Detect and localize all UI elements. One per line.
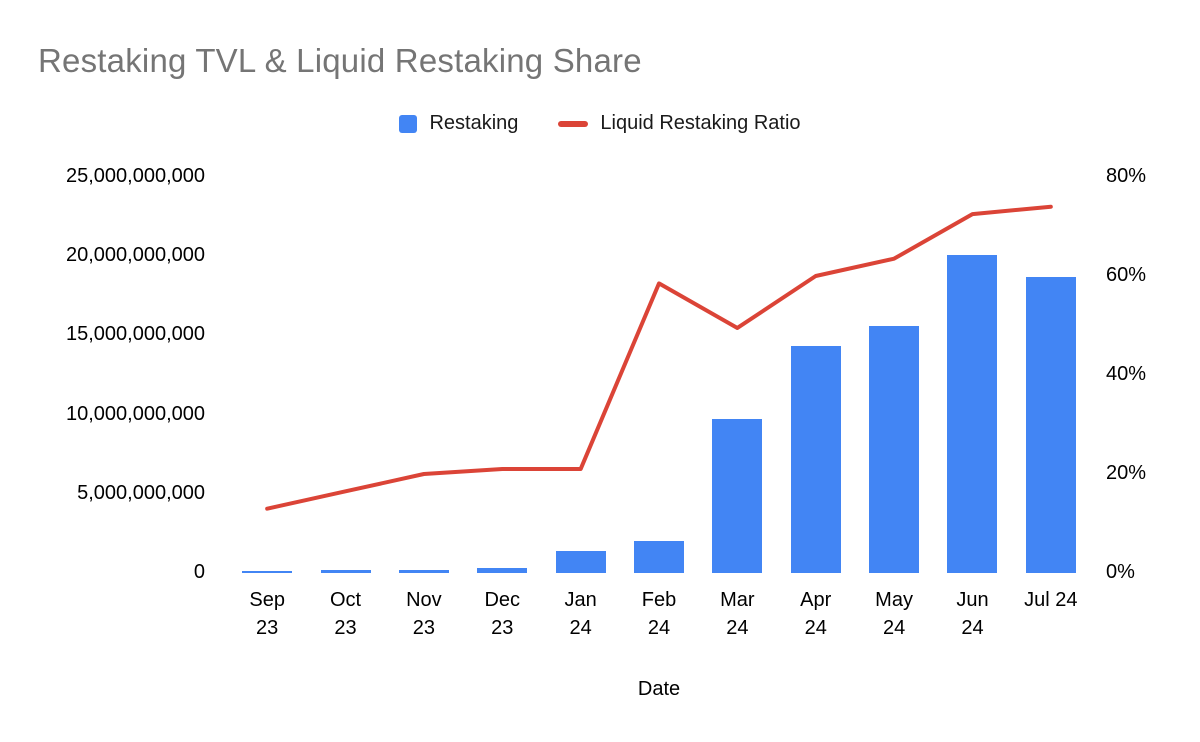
bar-sep-23 [242,570,293,573]
x-axis-title: Date [637,678,681,700]
x-axis-category-label: May 24 [848,586,940,642]
x-axis-category-label: Jun 24 [926,586,1018,642]
x-axis-label-line: Apr [800,589,832,611]
x-axis-category-label: Oct 23 [300,586,392,642]
x-axis-label-line: Feb [641,589,677,611]
x-axis-label-line: Nov [406,589,442,611]
bar-jul-24 [1025,276,1076,573]
chart-legend: Restaking Liquid Restaking Ratio [0,112,1200,135]
bar-swatch-icon [399,114,418,133]
x-axis-category-label: Nov 23 [378,586,470,642]
x-axis-label-line: 24 [961,617,984,639]
bar-mar-24 [712,419,763,573]
bar-nov-23 [398,570,449,573]
bar-apr-24 [790,346,841,573]
x-axis-label-line: 24 [804,617,827,639]
x-axis-label-line: Dec [484,589,521,611]
x-axis-label-line: 23 [256,617,279,639]
x-axis-label-line: Oct [329,589,362,611]
x-axis-label-line: 24 [882,617,906,639]
bar-may-24 [869,325,920,573]
x-axis-label-line: May [875,589,913,611]
x-axis-label-line: Sep [249,589,285,611]
x-axis-category-label: Feb 24 [613,586,705,642]
x-axis-category-label: Jul 24 [1005,586,1097,614]
left-axis-tick-label: 5,000,000,000 [77,481,205,504]
right-axis-tick-label: 80% [1106,165,1147,187]
chart-title: Restaking TVL & Liquid Restaking Share [38,42,642,79]
legend-label-restaking: Restaking [429,112,519,134]
line-swatch-icon [558,120,589,127]
x-axis-label-line: 24 [726,617,749,639]
left-axis-tick-label: 20,000,000,000 [65,244,205,267]
bar-jun-24 [947,254,998,573]
x-axis-category-label: Sep 23 [221,586,313,642]
x-axis-category-label: Apr 24 [770,586,862,642]
x-axis-label-line: 24 [569,617,592,639]
legend-item-restaking: Restaking [399,112,518,135]
right-axis-tick-label: 40% [1106,363,1147,385]
bar-oct-23 [320,570,371,573]
legend-item-liquid-restaking-ratio: Liquid Restaking Ratio [558,112,801,135]
x-axis-label-line: 23 [491,617,514,639]
legend-label-liquid-restaking-ratio: Liquid Restaking Ratio [600,112,801,134]
x-axis-label-line: Mar [720,589,755,611]
x-axis-label-line: Jan [564,589,597,611]
left-axis-tick-label: 10,000,000,000 [65,402,205,425]
x-axis-category-label: Mar 24 [691,586,783,642]
x-axis-label-line: 23 [412,617,436,639]
x-axis-category-label: Dec 23 [456,586,548,642]
bar-jan-24 [555,550,606,573]
right-axis-tick-label: 60% [1106,264,1147,286]
ratio-line-path [265,204,1053,511]
left-axis-tick-label: 25,000,000,000 [65,165,205,187]
x-axis-label-line: Jul 24 [1024,589,1078,611]
x-axis-category-label: Jan 24 [535,586,627,642]
x-axis-label-line: 23 [334,617,357,639]
bar-feb-24 [634,541,684,573]
bar-dec-23 [477,568,528,573]
x-axis-label-line: Jun [956,589,989,611]
right-axis-tick-label: 0% [1106,561,1135,583]
left-axis-tick-label: 15,000,000,000 [65,323,205,346]
left-axis-tick-label: 0 [193,561,205,583]
right-axis-tick-label: 20% [1106,462,1147,484]
x-axis-label-line: 24 [647,617,671,639]
